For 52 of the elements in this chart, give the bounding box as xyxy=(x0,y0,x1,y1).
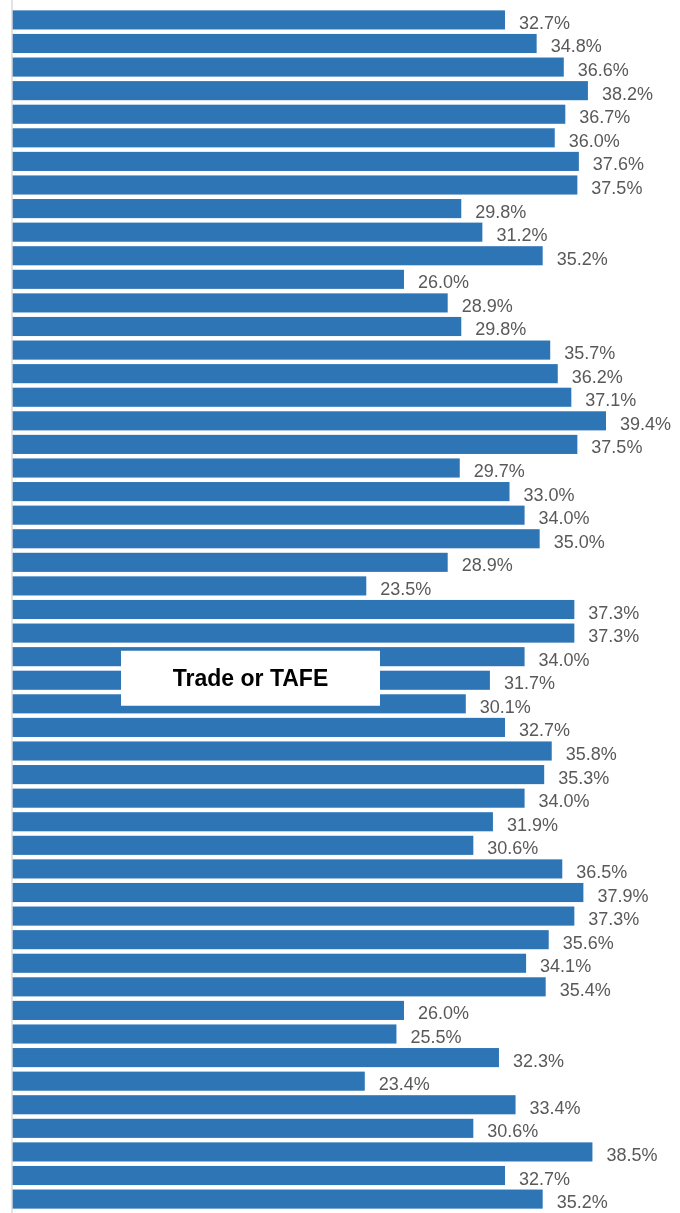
data-label: 32.3% xyxy=(512,1050,565,1071)
data-label: 28.9% xyxy=(461,295,513,316)
data-label: 30.6% xyxy=(487,838,539,859)
data-label: 35.4% xyxy=(559,979,611,1000)
data-label: 31.7% xyxy=(503,673,555,694)
data-label: 35.2% xyxy=(556,248,608,269)
data-label: 29.7% xyxy=(473,461,525,481)
data-label: 32.7% xyxy=(518,720,571,741)
data-label: 32.7% xyxy=(518,1168,571,1189)
data-label: 34.0% xyxy=(538,791,590,812)
data-label: 23.5% xyxy=(380,578,432,599)
data-label: 28.9% xyxy=(461,555,513,576)
data-label: 37.6% xyxy=(592,154,644,175)
data-label: 31.9% xyxy=(506,814,558,835)
data-label: 34.1% xyxy=(540,956,592,977)
data-label: 29.8% xyxy=(475,319,527,340)
data-label: 33.0% xyxy=(523,484,575,505)
data-label: 35.6% xyxy=(562,932,614,953)
data-label: 37.3% xyxy=(588,602,640,623)
data-label: 35.0% xyxy=(553,531,605,552)
data-label: 39.4% xyxy=(620,413,672,434)
data-label: 30.6% xyxy=(487,1121,539,1142)
data-label: 25.5% xyxy=(410,1027,462,1048)
data-label: 36.0% xyxy=(568,130,620,151)
data-label: 35.3% xyxy=(558,767,610,788)
data-label: 38.5% xyxy=(606,1144,658,1165)
data-label: 36.5% xyxy=(576,861,628,882)
data-label: 26.0% xyxy=(417,1003,470,1024)
data-label: 37.5% xyxy=(591,177,643,198)
data-label: 35.8% xyxy=(565,744,617,764)
data-label: 37.1% xyxy=(585,390,637,411)
data-label: 32.7% xyxy=(518,12,571,33)
data-label: 33.4% xyxy=(529,1097,581,1118)
data-label: 29.8% xyxy=(475,201,527,222)
data-label: 35.2% xyxy=(556,1192,608,1213)
data-label: 26.0% xyxy=(417,272,470,293)
data-label: 30.1% xyxy=(479,696,531,717)
annotation: Trade or TAFE xyxy=(172,665,329,692)
data-label: 37.3% xyxy=(588,626,640,647)
data-label: 34.8% xyxy=(550,36,602,57)
data-label: 35.7% xyxy=(564,343,616,364)
data-label: 37.9% xyxy=(597,885,649,906)
data-label: 36.7% xyxy=(579,107,631,128)
data-label: 34.0% xyxy=(538,649,590,670)
data-label: 23.4% xyxy=(378,1074,430,1095)
data-label: 36.2% xyxy=(571,366,623,387)
data-label: 34.0% xyxy=(538,508,590,529)
data-label: 37.5% xyxy=(591,437,643,458)
data-label: 31.2% xyxy=(496,225,548,246)
data-label: 36.6% xyxy=(577,60,629,81)
data-label: 37.3% xyxy=(588,909,640,930)
data-label: 38.2% xyxy=(601,83,653,104)
